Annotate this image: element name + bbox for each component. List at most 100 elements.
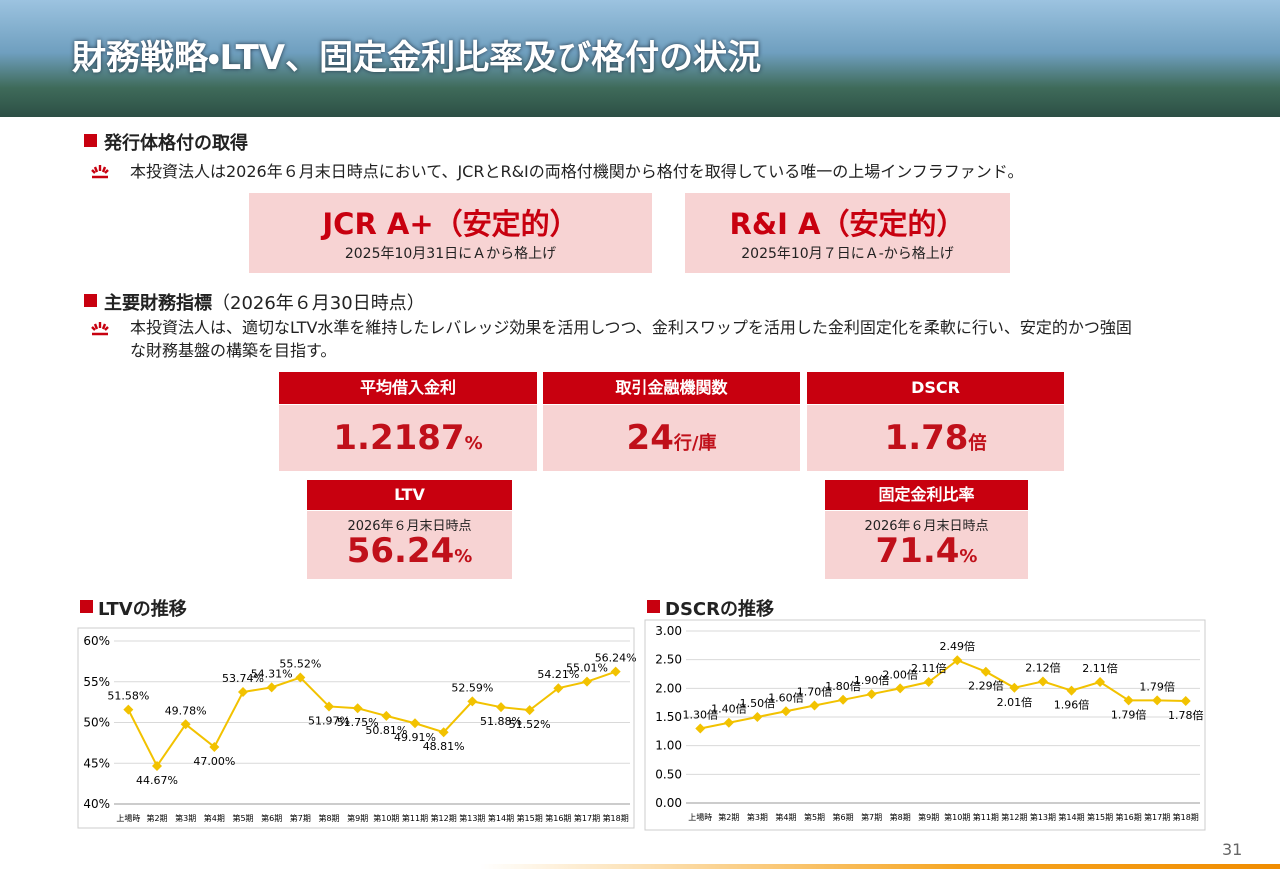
data-label: 44.67% bbox=[136, 774, 178, 787]
data-label: 47.00% bbox=[193, 755, 235, 768]
data-point bbox=[209, 741, 220, 752]
y-tick-label: 0.50 bbox=[655, 767, 682, 781]
x-tick-label: 第4期 bbox=[204, 813, 225, 823]
data-point bbox=[524, 705, 535, 716]
metric-value: 24行/庫 bbox=[543, 405, 800, 477]
chart-frame bbox=[77, 627, 635, 829]
x-tick-label: 第4期 bbox=[775, 812, 796, 822]
x-tick-label: 第15期 bbox=[517, 813, 543, 823]
data-point bbox=[352, 703, 363, 714]
x-tick-label: 第13期 bbox=[1030, 812, 1056, 822]
x-tick-label: 第18期 bbox=[603, 813, 629, 823]
section-text: 本投資法人は2026年６月末日時点において、JCRとR&Iの両格付機関から格付を… bbox=[130, 162, 1024, 181]
x-tick-label: 第11期 bbox=[973, 812, 999, 822]
section-heading: 主要財務指標（2026年６月30日時点） bbox=[104, 289, 425, 315]
data-label: 1.79倍 bbox=[1139, 680, 1175, 693]
bullet-icon bbox=[91, 322, 109, 336]
y-tick-label: 0.00 bbox=[655, 796, 682, 810]
x-tick-label: 第16期 bbox=[545, 813, 571, 823]
metric-body: 1.2187% bbox=[279, 405, 537, 471]
data-label: 48.81% bbox=[423, 740, 465, 753]
data-point bbox=[838, 694, 849, 705]
metric-value: 1.2187% bbox=[279, 405, 537, 477]
data-point bbox=[438, 727, 449, 738]
data-label: 56.24% bbox=[595, 652, 637, 665]
metric-unit: % bbox=[454, 546, 473, 567]
data-point bbox=[553, 683, 564, 694]
x-tick-label: 第16期 bbox=[1116, 812, 1142, 822]
metric-number: 1.78 bbox=[884, 418, 969, 458]
metric-header: 取引金融機関数 bbox=[543, 372, 800, 404]
metric-unit: 倍 bbox=[968, 433, 987, 454]
data-line bbox=[127, 670, 616, 768]
x-tick-label: 第10期 bbox=[373, 813, 399, 823]
data-label: 51.58% bbox=[107, 690, 149, 703]
data-point bbox=[895, 683, 906, 694]
rating-title: R&I A（安定的） bbox=[729, 207, 966, 241]
x-tick-label: 第10期 bbox=[944, 812, 970, 822]
data-label: 2.00倍 bbox=[882, 668, 918, 681]
metric-unit: % bbox=[959, 546, 978, 567]
data-point bbox=[1009, 682, 1020, 693]
data-label: 1.96倍 bbox=[1054, 699, 1090, 712]
metric-unit: % bbox=[464, 433, 483, 454]
data-label: 2.12倍 bbox=[1025, 661, 1061, 674]
data-label: 51.97% bbox=[308, 714, 350, 727]
chart-title: LTVの推移 bbox=[98, 599, 187, 620]
x-tick-label: 第11期 bbox=[402, 813, 428, 823]
x-tick-label: 第7期 bbox=[290, 813, 311, 823]
data-label: 1.90倍 bbox=[854, 674, 890, 687]
metric-note: 2026年６月末日時点 bbox=[347, 519, 472, 534]
data-label: 50.81% bbox=[365, 724, 407, 737]
heading-marker bbox=[84, 294, 97, 307]
data-line bbox=[700, 659, 1186, 730]
x-tick-label: 第9期 bbox=[918, 812, 939, 822]
data-point bbox=[467, 696, 478, 707]
x-tick-label: 第17期 bbox=[1144, 812, 1170, 822]
data-label: 1.80倍 bbox=[825, 680, 861, 693]
x-tick-label: 上場時 bbox=[116, 813, 140, 823]
heading-marker bbox=[80, 600, 93, 613]
data-point bbox=[780, 706, 791, 717]
metric-number: 24 bbox=[626, 418, 674, 458]
data-label: 53.74% bbox=[222, 672, 264, 685]
metric-value: 1.78倍 bbox=[807, 405, 1064, 477]
x-tick-label: 第12期 bbox=[431, 813, 457, 823]
x-tick-label: 第12期 bbox=[1001, 812, 1027, 822]
data-label: 55.52% bbox=[279, 658, 321, 671]
data-label: 1.50倍 bbox=[740, 697, 776, 710]
footer-line bbox=[480, 864, 1280, 869]
data-label: 2.11倍 bbox=[911, 662, 947, 675]
data-label: 51.52% bbox=[509, 718, 551, 731]
x-tick-label: 第18期 bbox=[1173, 812, 1199, 822]
data-point bbox=[324, 701, 334, 712]
chart-frame bbox=[644, 619, 1206, 831]
data-point bbox=[152, 760, 162, 771]
x-tick-label: 第15期 bbox=[1087, 812, 1113, 822]
data-label: 1.70倍 bbox=[797, 686, 833, 699]
data-point bbox=[1095, 677, 1106, 688]
page-number: 31 bbox=[1222, 840, 1243, 859]
data-label: 1.60倍 bbox=[768, 691, 804, 704]
data-point bbox=[582, 676, 592, 687]
data-point bbox=[695, 723, 706, 734]
data-point bbox=[752, 712, 763, 722]
x-tick-label: 第2期 bbox=[146, 813, 167, 823]
data-point bbox=[980, 666, 991, 677]
data-point bbox=[1180, 695, 1191, 706]
metric-body: 2026年６月末日時点 56.24% bbox=[307, 511, 512, 579]
heading-marker bbox=[84, 134, 97, 147]
data-point bbox=[809, 700, 820, 711]
data-label: 49.91% bbox=[394, 731, 436, 744]
data-label: 55.01% bbox=[566, 662, 608, 675]
x-tick-label: 第7期 bbox=[861, 812, 882, 822]
x-tick-label: 第5期 bbox=[804, 812, 825, 822]
data-label: 2.49倍 bbox=[940, 640, 976, 653]
data-point bbox=[1152, 695, 1163, 706]
metric-body: 24行/庫 bbox=[543, 405, 800, 471]
metric-header: 固定金利比率 bbox=[825, 480, 1028, 510]
data-label: 54.21% bbox=[537, 668, 579, 681]
data-label: 49.78% bbox=[165, 704, 207, 717]
